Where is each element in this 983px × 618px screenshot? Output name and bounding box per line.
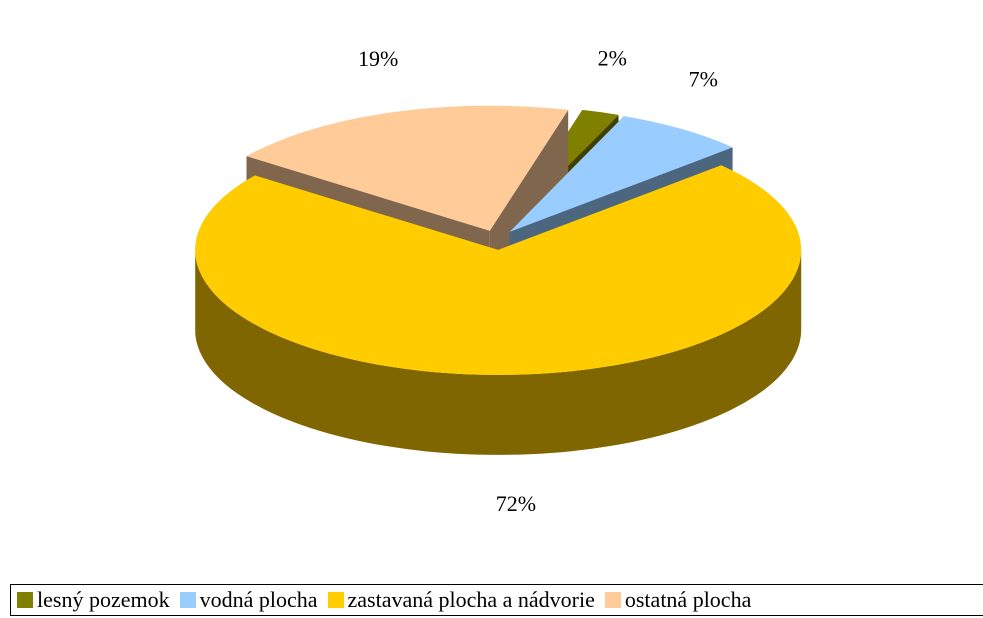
legend-item: ostatná plocha bbox=[604, 587, 752, 613]
legend-label: lesný pozemok bbox=[37, 587, 170, 612]
legend-label: ostatná plocha bbox=[624, 587, 752, 612]
data-label: 7% bbox=[689, 67, 718, 92]
legend-item: vodná plocha bbox=[179, 587, 318, 613]
legend: lesný pozemok vodná plocha zastavaná ploch… bbox=[10, 584, 983, 616]
slice-wall bbox=[195, 249, 802, 455]
slice bbox=[246, 105, 569, 231]
chart: 2% 7% 72% 19% bbox=[195, 46, 802, 516]
legend-label: zastavaná plocha a nádvorie bbox=[347, 587, 595, 612]
legend-swatch bbox=[17, 592, 33, 608]
slice bbox=[509, 116, 733, 232]
legend-swatch bbox=[604, 592, 621, 608]
data-label: 2% bbox=[598, 46, 627, 71]
legend-swatch bbox=[179, 592, 196, 608]
legend-swatch bbox=[327, 592, 344, 608]
slice bbox=[195, 165, 802, 375]
data-label: 72% bbox=[496, 491, 536, 516]
legend-item: zastavaná plocha a nádvorie bbox=[327, 587, 595, 613]
data-label: 19% bbox=[358, 46, 398, 71]
legend-label: vodná plocha bbox=[199, 587, 318, 612]
legend-item: lesný pozemok bbox=[17, 587, 170, 613]
